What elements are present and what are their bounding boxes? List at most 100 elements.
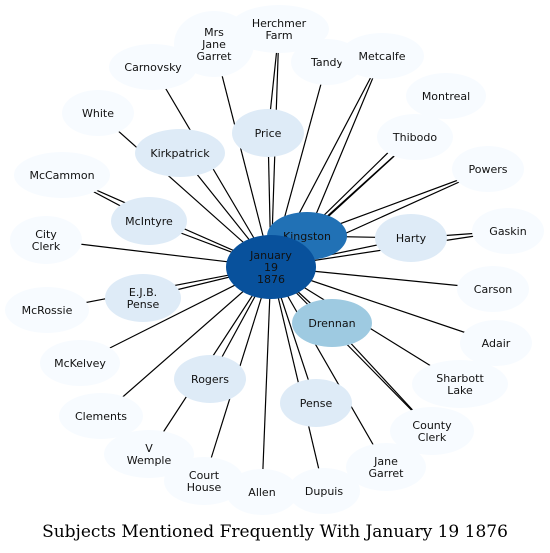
node-label-county-clerk: County [412,419,452,432]
node-montreal: Montreal [406,73,486,119]
node-label-mrs-jane-garret: Garret [197,50,233,63]
node-circle-thibodo [377,114,453,160]
node-label-carnovsky: Carnovsky [124,61,182,74]
node-circle-v-wemple [104,430,194,478]
node-ejb-pense: E.J.B.Pense [105,274,181,322]
node-label-city-clerk: Clerk [32,240,61,253]
node-circle-montreal [406,73,486,119]
node-mckelvey: McKelvey [40,340,120,386]
node-circle-january-19-1876 [226,235,316,299]
node-label-january-19-1876: 19 [264,261,278,274]
node-label-clements: Clements [75,410,127,423]
node-kirkpatrick: Kirkpatrick [135,129,225,177]
node-label-pense: Pense [300,397,333,410]
node-mccammon: McCammon [14,152,110,198]
node-label-v-wemple: V [145,442,153,455]
node-label-metcalfe: Metcalfe [358,50,405,63]
node-label-kirkpatrick: Kirkpatrick [150,147,210,160]
diagram-title: Subjects Mentioned Frequently With Janua… [42,522,508,542]
node-circle-carson [457,266,529,312]
edge-center-county-clerk [270,266,433,432]
node-label-mcintyre: McIntyre [125,215,173,228]
node-adair: Adair [460,320,532,366]
node-label-county-clerk: Clerk [418,431,447,444]
node-circle-clements [59,393,143,439]
node-label-mrs-jane-garret: Mrs [204,26,224,39]
node-label-herchmer-farm: Farm [265,29,292,42]
node-label-white: White [82,107,114,120]
node-dupuis: Dupuis [288,468,360,514]
node-label-city-clerk: City [35,228,57,241]
node-label-drennan: Drennan [308,317,355,330]
node-label-mrs-jane-garret: Jane [201,38,226,51]
node-label-powers: Powers [469,163,508,176]
node-label-january-19-1876: January [249,249,292,262]
node-circle-sharbott-lake [412,360,508,408]
node-circle-city-clerk [10,216,82,264]
node-label-mckelvey: McKelvey [54,357,106,370]
node-circle-mcrossie [5,287,89,333]
node-mcintyre: McIntyre [111,197,187,245]
node-label-allen: Allen [248,486,275,499]
node-carnovsky: Carnovsky [109,44,197,90]
node-circle-mccammon [14,152,110,198]
node-circle-adair [460,320,532,366]
node-gaskin: Gaskin [472,208,544,254]
node-label-ejb-pense: E.J.B. [129,286,157,299]
node-powers: Powers [452,146,524,192]
node-circle-white [62,90,134,136]
edge-center-jane-garret [270,266,387,468]
node-price: Price [232,109,304,157]
node-label-harty: Harty [396,232,427,245]
edge-kingston-metcalfe [306,55,383,237]
node-label-v-wemple: Wemple [127,454,172,467]
node-label-herchmer-farm: Herchmer [252,17,307,30]
node-label-carson: Carson [474,283,512,296]
node-label-gaskin: Gaskin [489,225,526,238]
node-circle-kirkpatrick [135,129,225,177]
node-circle-dupuis [288,468,360,514]
node-drennan: Drennan [292,299,372,347]
node-label-dupuis: Dupuis [305,485,343,498]
node-harty: Harty [375,214,447,262]
node-label-mccammon: McCammon [29,169,94,182]
node-label-ejb-pense: Pense [127,298,160,311]
node-label-jane-garret: Garret [369,467,405,480]
node-label-thibodo: Thibodo [392,131,437,144]
node-allen: Allen [226,469,298,515]
node-circle-carnovsky [109,44,197,90]
node-label-tandy: Tandy [310,56,344,69]
node-label-adair: Adair [482,337,511,350]
node-circle-jane-garret [346,443,426,491]
node-circle-price [232,109,304,157]
node-label-kingston: Kingston [283,230,331,243]
node-label-sharbott-lake: Sharbott [436,372,484,385]
node-circle-ejb-pense [105,274,181,322]
edge-center-mrs-jane-garret [213,43,272,268]
node-circle-gaskin [472,208,544,254]
edge-center-allen [261,266,272,493]
node-circle-herchmer-farm [229,5,329,53]
node-label-mcrossie: McRossie [22,304,73,317]
node-circle-mcintyre [111,197,187,245]
node-label-court-house: Court [189,469,220,482]
node-carson: Carson [457,266,529,312]
node-circle-allen [226,469,298,515]
node-circle-powers [452,146,524,192]
node-circle-drennan [292,299,372,347]
node-circle-pense [280,379,352,427]
node-circle-mckelvey [40,340,120,386]
node-circle-rogers [174,355,246,403]
node-mcrossie: McRossie [5,287,89,333]
node-label-montreal: Montreal [422,90,470,103]
